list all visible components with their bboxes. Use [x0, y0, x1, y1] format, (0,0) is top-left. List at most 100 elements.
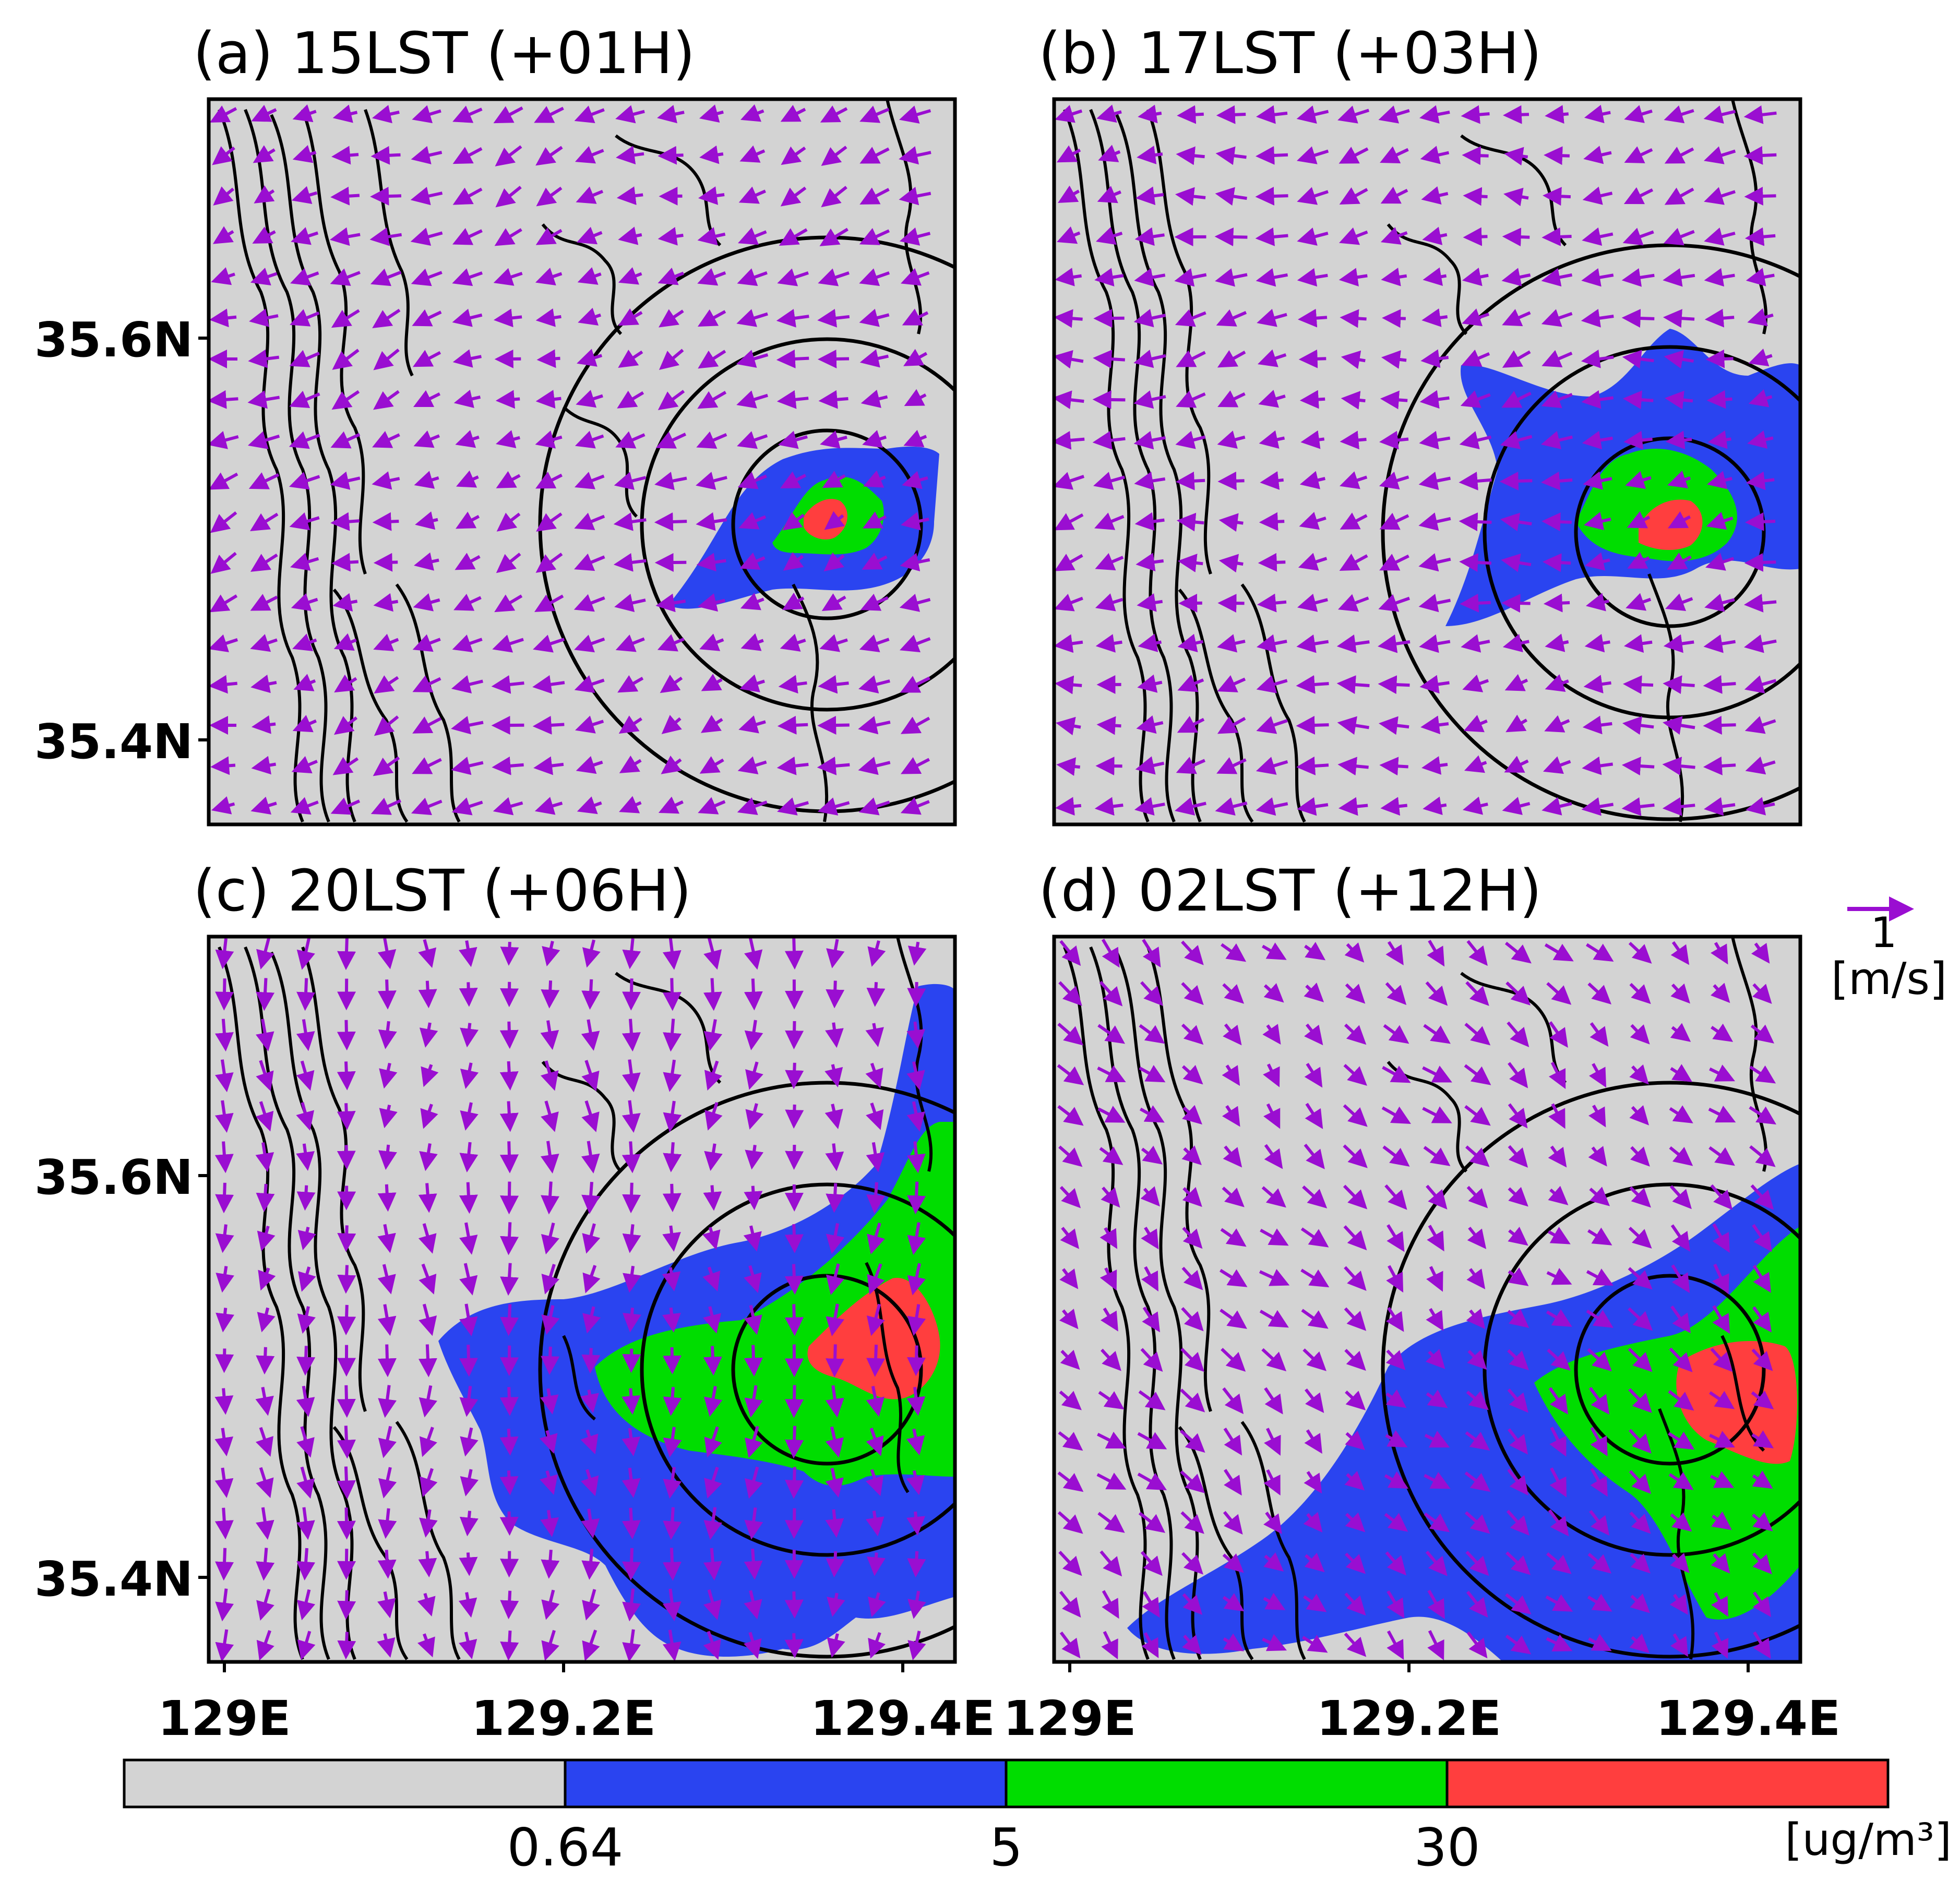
- wind-vector-arrow: [907, 1304, 926, 1336]
- wind-vector-arrow: [1180, 1388, 1205, 1412]
- wind-vector-arrow: [1743, 146, 1777, 165]
- wind-vector-arrow: [410, 187, 443, 206]
- wind-vector-arrow: [541, 1549, 560, 1579]
- wind-vector-arrow: [577, 349, 603, 367]
- wind-vector-arrow: [1746, 471, 1775, 490]
- wind-vector-arrow: [1263, 983, 1284, 1003]
- wind-vector-arrow: [1057, 1023, 1084, 1046]
- wind-vector-arrow: [419, 1022, 438, 1048]
- wind-vector-arrow: [1743, 105, 1777, 124]
- wind-vector-arrow: [1378, 675, 1410, 694]
- wind-vector-arrow: [496, 430, 520, 449]
- wind-vector-arrow: [412, 105, 441, 124]
- wind-vector-arrow: [249, 512, 279, 531]
- wind-vector-arrow: [866, 1142, 885, 1172]
- wind-vector-arrow: [460, 1469, 479, 1496]
- wind-vector-arrow: [1670, 1305, 1691, 1334]
- wind-vector-arrow: [704, 1143, 723, 1171]
- wind-vector-arrow: [1627, 511, 1651, 529]
- wind-vector-arrow: [696, 431, 727, 449]
- wind-vector-arrow: [1337, 594, 1369, 612]
- wind-vector-arrow: [1541, 227, 1572, 246]
- wind-vector-arrow: [1134, 471, 1166, 490]
- wind-vector-arrow: [700, 715, 723, 733]
- wind-vector-arrow: [494, 594, 523, 613]
- wind-vector-arrow: [1546, 1309, 1572, 1327]
- wind-vector-arrow: [1262, 1024, 1281, 1045]
- wind-vector-arrow: [377, 1550, 397, 1579]
- wind-vector-arrow: [1583, 675, 1611, 693]
- wind-vector-arrow: [297, 1589, 316, 1621]
- wind-vector-arrow: [661, 755, 682, 774]
- wind-vector-arrow: [1664, 105, 1694, 124]
- wind-vector-arrow: [1343, 1144, 1368, 1168]
- wind-vector-arrow: [500, 1222, 519, 1255]
- wind-vector-arrow: [783, 552, 804, 571]
- wind-vector-arrow: [821, 593, 846, 611]
- wind-vector-arrow: [1504, 147, 1528, 166]
- wind-vector-arrow: [289, 512, 320, 531]
- wind-vector-arrow: [744, 1020, 763, 1050]
- wind-vector-arrow: [1141, 1227, 1159, 1250]
- wind-vector-arrow: [539, 1430, 558, 1454]
- wind-vector-arrow: [418, 939, 437, 968]
- wind-vector-arrow: [1340, 512, 1368, 530]
- wind-vector-arrow: [658, 146, 684, 165]
- wind-vector-arrow: [1304, 1023, 1323, 1046]
- wind-vector-arrow: [1706, 511, 1734, 530]
- wind-vector-arrow: [574, 634, 605, 653]
- wind-vector-arrow: [330, 512, 360, 531]
- wind-vector-arrow: [289, 431, 320, 449]
- wind-vector-arrow: [296, 1019, 315, 1051]
- wind-vector-arrow: [1426, 1184, 1448, 1210]
- wind-vector-arrow: [541, 1264, 560, 1295]
- wind-vector-arrow: [866, 1344, 886, 1377]
- wind-vector-arrow: [1542, 553, 1571, 572]
- wind-vector-arrow: [736, 390, 768, 409]
- wind-vector-arrow: [899, 105, 931, 124]
- wind-vector-arrow: [1669, 1347, 1693, 1372]
- wind-vector-arrow: [779, 228, 808, 246]
- wind-vector-arrow: [899, 634, 931, 653]
- wind-vector-arrow: [250, 674, 277, 693]
- wind-vector-arrow: [249, 308, 279, 327]
- wind-vector-arrow: [906, 1021, 926, 1049]
- wind-vector-arrow: [1215, 146, 1247, 165]
- wind-vector-arrow: [704, 1426, 722, 1458]
- wind-vector-arrow: [337, 1632, 356, 1660]
- wind-vector-arrow: [900, 676, 930, 693]
- wind-vector-arrow: [337, 1145, 356, 1170]
- wind-vector-arrow: [1057, 1105, 1084, 1126]
- wind-vector-arrow: [533, 756, 564, 775]
- wind-vector-arrow: [536, 186, 563, 207]
- wind-vector-arrow: [1387, 1224, 1405, 1252]
- wind-vector-arrow: [372, 471, 400, 490]
- wind-vector-arrow: [247, 431, 280, 449]
- wind-vector-arrow: [781, 146, 806, 165]
- wind-vector-arrow: [582, 1589, 600, 1621]
- wind-vector-arrow: [1139, 1065, 1166, 1083]
- wind-vector-arrow: [1099, 1267, 1117, 1291]
- wind-vector-arrow: [1704, 593, 1735, 612]
- wind-vector-arrow: [1054, 634, 1083, 653]
- wind-vector-arrow: [500, 1551, 519, 1578]
- wind-vector-arrow: [1421, 186, 1449, 205]
- wind-vector-arrow: [866, 1182, 886, 1214]
- wind-vector-arrow: [1337, 105, 1370, 124]
- wind-vector-arrow: [660, 674, 683, 693]
- wind-vector-arrow: [1743, 593, 1777, 613]
- wind-vector-arrow: [785, 1062, 804, 1089]
- wind-vector-arrow: [1629, 1186, 1651, 1208]
- wind-vector-arrow: [1426, 1308, 1444, 1331]
- wind-vector-arrow: [622, 1141, 641, 1173]
- wind-vector-arrow: [1670, 1023, 1691, 1042]
- wind-vector-arrow: [824, 1064, 843, 1087]
- wind-vector-arrow: [1587, 982, 1612, 1004]
- wind-vector-arrow: [209, 634, 238, 653]
- wind-vector-arrow: [907, 1631, 926, 1661]
- wind-vector-arrow: [1663, 716, 1695, 735]
- wind-vector-arrow: [290, 309, 320, 327]
- wind-vector-arrow: [907, 1222, 926, 1255]
- wind-vector-arrow: [1222, 983, 1245, 1004]
- wind-vector-arrow: [1459, 512, 1492, 532]
